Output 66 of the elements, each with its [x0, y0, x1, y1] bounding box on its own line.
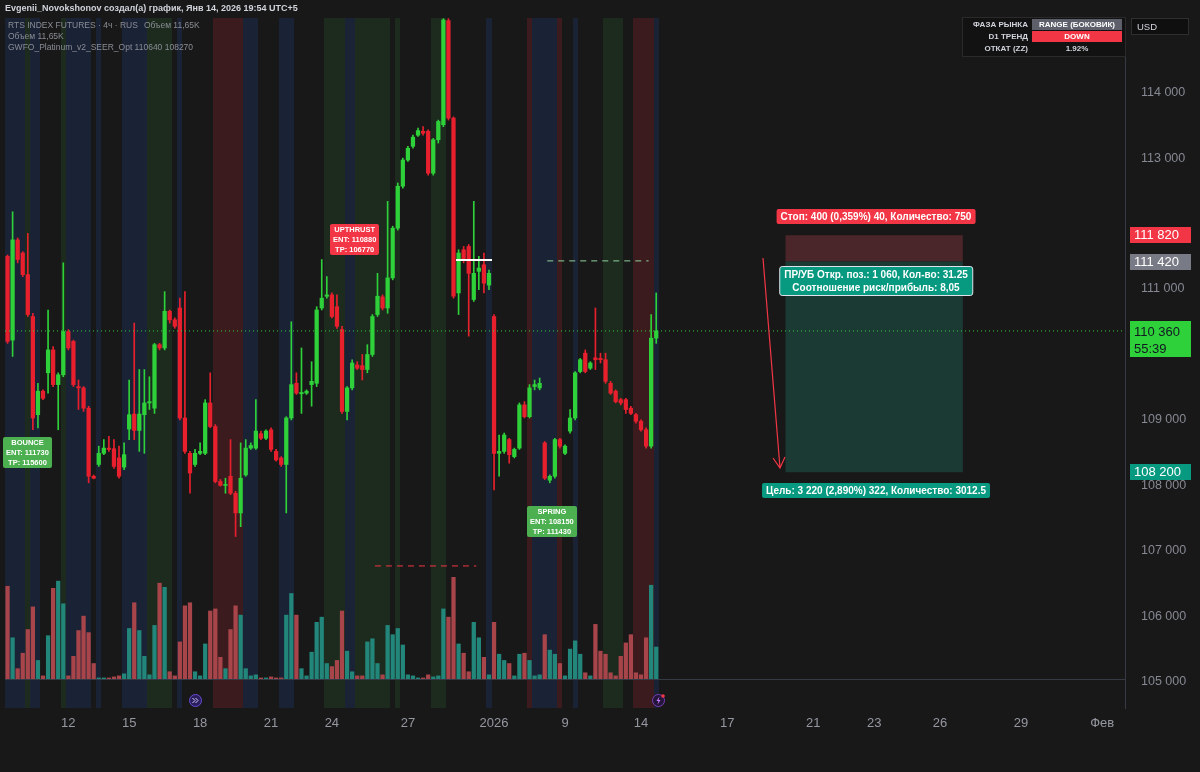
- y-tick-label: 111 000: [1141, 281, 1185, 296]
- x-tick-label: 15: [121, 715, 137, 731]
- bar: [649, 584, 654, 680]
- bar: [10, 637, 15, 680]
- text: Evgenii_Novokshonov создал(а) график, Янв 14, 2026 19:54 UTC+5: [5, 3, 298, 15]
- bar: [542, 634, 547, 680]
- chart-subtitle: Объем 11,65K: [143, 20, 200, 30]
- text: 111 420: [1130, 253, 1191, 270]
- annotation: GWFO_Platinum_v2_SEER_Opt 110640 108270: [8, 42, 194, 53]
- text: 108 200: [1130, 464, 1191, 481]
- annotation: ОТКАТ (ZZ): [984, 43, 1028, 54]
- bar: [643, 637, 649, 680]
- text: 111 820: [1130, 227, 1191, 244]
- x-tick-label: 9: [561, 715, 569, 731]
- bar: [491, 621, 497, 680]
- annotation: ПР/УБ Откр. поз.: 1 060, Кол-во: 31.25 Соотношение риск/прибыль: 8,05: [779, 266, 973, 296]
- ref-line-label: 110 360 55:39: [1134, 323, 1181, 356]
- bar: [208, 610, 213, 680]
- bar: [187, 602, 193, 680]
- x-tick-label: 29: [1013, 715, 1029, 731]
- bar: [552, 653, 557, 680]
- bar: [132, 602, 137, 680]
- bar: [157, 582, 162, 680]
- bar: [496, 653, 502, 680]
- bar: [628, 634, 634, 680]
- x-tick-label: 2026: [479, 715, 509, 731]
- x-tick-label: Фев: [1090, 715, 1115, 731]
- y-tick-label: 113 000: [1141, 150, 1186, 165]
- x-tick-label: 21: [263, 715, 279, 731]
- x-tick-label: 27: [400, 715, 416, 731]
- annotation: 1.92%: [1064, 43, 1090, 54]
- y-tick-label: 105 000: [1141, 674, 1187, 689]
- chart-title: Объем 11,65K: [8, 31, 64, 41]
- bar: [5, 585, 10, 680]
- bar: [481, 657, 487, 680]
- y-tick-label: 114 000: [1141, 85, 1186, 100]
- x-tick-label: 21: [806, 715, 821, 731]
- x-tick-label: 26: [932, 715, 948, 731]
- bar: [162, 586, 167, 680]
- bar: [456, 643, 461, 680]
- annotation: Стоп: 400 (0,359%) 40, Количество: 750: [776, 209, 976, 224]
- bar: [344, 650, 350, 680]
- x-tick-label: 14: [633, 715, 649, 731]
- annotation: D1 ТРЕНД: [988, 31, 1028, 42]
- bar: [137, 630, 142, 680]
- bar: [522, 652, 527, 680]
- bar: [339, 610, 345, 680]
- x-tick-label: 18: [192, 715, 208, 731]
- text: USD: [1131, 18, 1189, 35]
- bar: [182, 605, 188, 680]
- y-tick-label: 106 000: [1141, 608, 1187, 623]
- x-tick-label: 12: [61, 715, 76, 731]
- annotation: ФАЗА РЫНКА: [972, 19, 1028, 30]
- bar: [45, 635, 51, 680]
- bar: [30, 606, 35, 680]
- bar: [51, 588, 56, 680]
- bar: [56, 580, 61, 680]
- x-tick-label: 24: [324, 715, 340, 731]
- x-tick-label: 17: [719, 715, 735, 731]
- bar: [294, 614, 299, 680]
- bar: [223, 668, 228, 680]
- y-tick-label: 109 000: [1141, 412, 1187, 427]
- chart-title: RTS INDEX FUTURES · 4ч · RUS: [8, 20, 138, 30]
- x-tick-label: 23: [866, 715, 882, 731]
- annotation: Цель: 3 220 (2,890%) 322, Количество: 3012.5: [762, 483, 990, 498]
- y-tick-label: 107 000: [1141, 543, 1187, 558]
